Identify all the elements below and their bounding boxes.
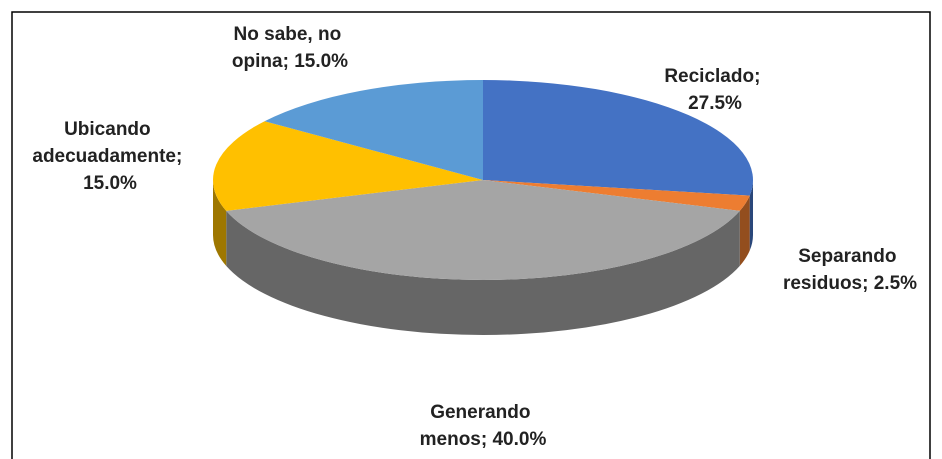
data-label: No sabe, no opina; 15.0% (232, 24, 348, 72)
slice (483, 80, 754, 196)
slice-side (749, 180, 753, 251)
data-label: Ubicando adecuadamente; 15.0% (32, 119, 187, 194)
slice (226, 180, 740, 281)
slice-side (739, 195, 750, 266)
data-label: Generando menos; 40.0% (420, 402, 547, 450)
slice (483, 180, 750, 211)
slice (264, 80, 483, 180)
slice-side (226, 210, 740, 336)
chart-border (11, 11, 931, 459)
slice-side (213, 180, 227, 266)
data-label: Separando residuos; 2.5% (783, 246, 917, 294)
slice (212, 121, 483, 211)
data-label: Reciclado; 27.5% (664, 66, 765, 114)
